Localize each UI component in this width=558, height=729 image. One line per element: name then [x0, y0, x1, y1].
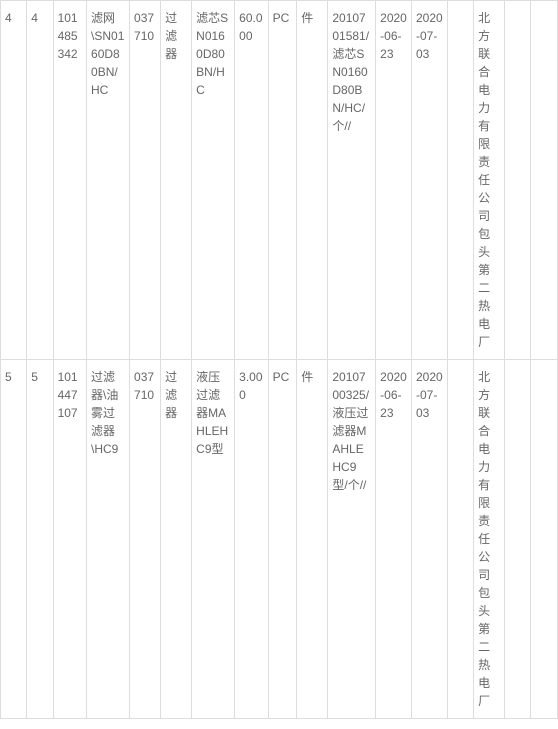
cell-desc: 液压过滤器MAHLEHC9型	[192, 360, 235, 719]
cell-name: 过滤器\油雾过滤器\HC9	[87, 360, 130, 719]
table-row: 4 4 101485342 滤网\SN0160D80BN/HC 037710 过…	[1, 1, 558, 360]
cell-date2: 2020-07-03	[412, 360, 448, 719]
cell-unit: 件	[297, 1, 328, 360]
cell-empty3	[531, 360, 558, 719]
cell-desc: 滤芯SN0160D80BN/HC	[192, 1, 235, 360]
cell-unit-code: PC	[268, 1, 297, 360]
cell-empty3	[531, 1, 558, 360]
cell-empty2	[505, 1, 531, 360]
cell-empty2	[505, 360, 531, 719]
cell-unit: 件	[297, 360, 328, 719]
cell-ref: 2010700325/液压过滤器MAHLEHC9型/个//	[328, 360, 376, 719]
data-table: 4 4 101485342 滤网\SN0160D80BN/HC 037710 过…	[0, 0, 558, 719]
cell-date1: 2020-06-23	[376, 1, 412, 360]
cell-name: 滤网\SN0160D80BN/HC	[87, 1, 130, 360]
cell-qty: 60.000	[235, 1, 268, 360]
cell-qty: 3.000	[235, 360, 268, 719]
cell-category: 过滤器	[161, 360, 192, 719]
table-row: 5 5 101447107 过滤器\油雾过滤器\HC9 037710 过滤器 液…	[1, 360, 558, 719]
cell-line: 5	[27, 360, 53, 719]
cell-empty1	[447, 360, 473, 719]
cell-date2: 2020-07-03	[412, 1, 448, 360]
cell-seq: 4	[1, 1, 27, 360]
cell-code: 101447107	[53, 360, 86, 719]
cell-ref: 2010701581/滤芯SN0160D80BN/HC/个//	[328, 1, 376, 360]
cell-empty1	[447, 1, 473, 360]
cell-line: 4	[27, 1, 53, 360]
cell-unit-code: PC	[268, 360, 297, 719]
cell-company: 北方联合电力有限责任公司包头第二热电厂	[474, 360, 505, 719]
cell-category: 过滤器	[161, 1, 192, 360]
cell-group: 037710	[130, 1, 161, 360]
cell-code: 101485342	[53, 1, 86, 360]
cell-group: 037710	[130, 360, 161, 719]
cell-date1: 2020-06-23	[376, 360, 412, 719]
cell-seq: 5	[1, 360, 27, 719]
cell-company: 北方联合电力有限责任公司包头第二热电厂	[474, 1, 505, 360]
